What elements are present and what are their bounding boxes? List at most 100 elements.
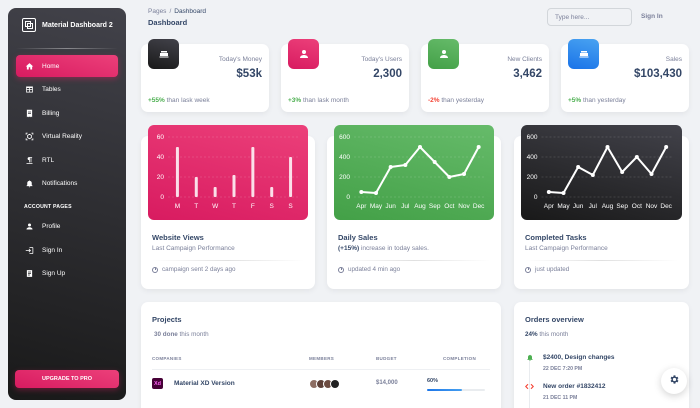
y-tick-label: 400 [527,154,538,161]
sidebar-item-notifications[interactable]: Notifications [16,173,118,195]
settings-button[interactable] [661,368,687,394]
divider [338,260,490,261]
sidebar-item-home[interactable]: Home [16,55,118,77]
chart-card-completed-tasks: 0 200 400 600 Apr May Jun Jul Aug Sep Oct Nov Dec Co… [514,125,689,289]
assignment-icon [24,269,34,279]
sign-in-link[interactable]: Sign In [641,13,663,20]
chart-subtitle: Last Campaign Performance [525,245,608,252]
x-tick-label: Jun [573,203,584,210]
y-tick-label: 40 [157,154,165,161]
stat-footer: +5% than yesterday [568,97,626,104]
timeline-title: New order #1832412 [543,383,606,390]
sidebar: Material Dashboard 2 Home Tables Billing… [8,8,126,400]
x-tick-label: Apr [544,203,555,210]
divider [152,260,304,261]
x-tick-label: Sep [616,203,628,210]
sidebar-item-label: Tables [42,86,61,93]
brand-logo-icon [22,18,36,32]
y-tick-label: 60 [157,134,165,141]
x-tick-label: F [251,203,255,210]
x-tick-label: Oct [444,203,454,210]
stat-value: 3,462 [513,68,542,80]
bar [175,147,179,197]
sidebar-item-label: Virtual Reality [42,133,82,140]
completion-progress-fill [427,389,462,391]
sidebar-item-sign-up[interactable]: Sign Up [16,263,118,285]
x-tick-label: Apr [356,203,367,210]
chart-footer: just updated [525,266,569,273]
breadcrumb-root[interactable]: Pages [148,8,167,15]
bar [213,187,217,197]
projects-done-text: this month [179,331,209,338]
stat-value: $53k [236,68,262,80]
stat-value: 2,300 [373,68,402,80]
projects-card: Projects 30 done this month COMPANIES ME… [141,302,501,408]
weekend-icon [148,39,179,69]
x-tick-label: May [557,203,570,210]
receipt-icon [24,108,34,118]
avatar[interactable] [330,379,340,389]
chart-subtitle: Last Campaign Performance [152,245,235,252]
person-icon [24,222,34,232]
data-point [576,165,581,169]
x-tick-label: M [175,203,180,210]
sidebar-item-label: Sign Up [42,270,66,277]
sidebar-item-label: Profile [42,223,61,230]
projects-title: Projects [152,315,182,324]
data-point [634,155,639,159]
x-tick-label: S [288,203,293,210]
chart-card-daily-sales: 0 200 400 600 Apr May Jun Jul Aug Sep Oct Nov Dec Da… [327,125,501,289]
breadcrumb-separator: / [169,8,172,15]
page-title: Dashboard [148,18,188,27]
breadcrumb: Pages / Dashboard [148,8,206,15]
sidebar-item-tables[interactable]: Tables [16,79,118,101]
upgrade-button[interactable]: UPGRADE TO PRO [15,370,119,388]
sidebar-item-label: Billing [42,109,60,117]
chart-subtitle-text: increase in today sales. [360,245,429,252]
x-tick-label: T [194,203,198,210]
data-point [432,160,437,164]
chart-panel: 0 20 40 60 M T W T F S S [148,125,308,220]
x-tick-label: Aug [602,203,614,210]
sidebar-item-virtual-reality[interactable]: Virtual Reality [16,126,118,148]
orders-card: Orders overview 24% this month $2400, De… [514,302,689,408]
stat-change-text: than lask month [303,97,349,104]
data-point [476,145,481,149]
y-tick-label: 0 [160,194,164,201]
chart-footer-text: campaign sent 2 days ago [162,266,236,273]
x-tick-label: Nov [458,203,470,210]
stat-footer: +55% than lask week [148,97,210,104]
person-icon [288,39,319,69]
search-input[interactable] [547,8,632,26]
data-point [447,175,452,179]
x-tick-label: Nov [646,203,658,210]
sidebar-item-profile[interactable]: Profile [16,216,118,238]
completion-percent: 60% [427,378,439,384]
person-add-icon [428,39,459,69]
completed-tasks-chart: 0 200 400 600 Apr May Jun Jul Aug Sep Oct Nov Dec [527,134,674,210]
sidebar-item-sign-in[interactable]: Sign In [16,239,118,261]
chart-footer: campaign sent 2 days ago [152,266,236,273]
chart-subtitle: (+15%) increase in today sales. [338,245,429,252]
stat-change: +5% [568,97,582,104]
chart-highlight: (+15%) [338,245,360,252]
x-tick-label: Aug [414,203,426,210]
brand[interactable]: Material Dashboard 2 [8,8,126,42]
sidebar-item-label: Notifications [42,180,78,187]
adobe-xd-icon: Xd [152,378,163,389]
data-point [620,170,625,174]
data-point [546,190,551,194]
stat-change: +3% [288,97,302,104]
data-point [590,173,595,177]
column-header: BUDGET [376,356,397,361]
bar [289,157,293,197]
stat-change-text: than yesterday [441,97,485,104]
website-views-chart: 0 20 40 60 M T W T F S S [157,134,300,210]
chart-panel: 0 200 400 600 Apr May Jun Jul Aug Sep Oct Nov Dec [334,125,494,220]
daily-sales-chart: 0 200 400 600 Apr May Jun Jul Aug Sep Oct Nov Dec [339,134,486,210]
sidebar-item-billing[interactable]: Billing [16,102,118,124]
y-tick-label: 0 [346,194,350,201]
sidebar-item-rtl[interactable]: RTL [16,149,118,171]
stat-change-text: than lask week [166,97,210,104]
clock-icon [525,266,531,273]
